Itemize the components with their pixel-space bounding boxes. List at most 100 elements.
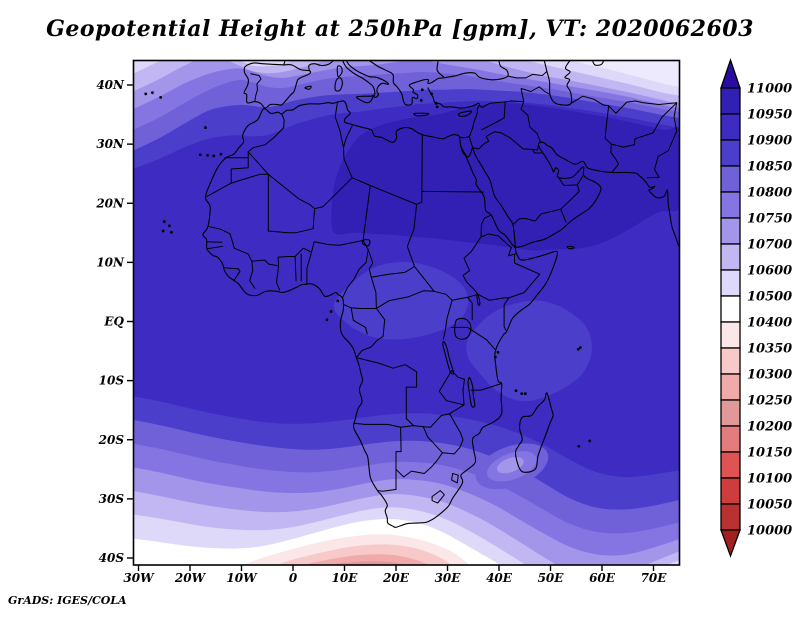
x-axis: 30W 20W 10W 0 10E 20E 30E 40E 50E 60E 70E — [123, 565, 667, 585]
colorbar-tick-label: 10050 — [747, 498, 792, 513]
colorbar-segment — [720, 399, 741, 427]
y-tick-label: 40N — [96, 78, 125, 92]
country-border — [355, 357, 418, 427]
colorbar-segment — [720, 269, 741, 297]
country-border — [362, 185, 371, 241]
country-border — [472, 131, 502, 150]
country-border — [251, 259, 280, 267]
country-border — [477, 293, 510, 301]
country-border — [467, 326, 496, 350]
colorbar: 11000 10950 10900 10850 10800 10750 10700 10600… — [720, 57, 792, 558]
country-border — [608, 100, 678, 114]
country-border — [481, 101, 506, 131]
x-tick-label: 10W — [226, 571, 258, 585]
colorbar-segment — [720, 503, 741, 531]
island-outline — [356, 94, 374, 104]
small-island-dot — [144, 92, 148, 96]
contour-fills — [133, 60, 680, 565]
country-border — [206, 245, 223, 250]
small-island-dot — [198, 153, 202, 157]
country-border — [468, 135, 474, 149]
small-island-dot — [419, 98, 423, 102]
colorbar-segment — [720, 113, 741, 141]
italy-coastline — [341, 60, 389, 99]
country-border — [267, 173, 353, 210]
country-border — [395, 426, 402, 490]
madagascar-coastline — [514, 392, 554, 473]
country-border — [449, 378, 465, 415]
country-border — [250, 73, 262, 103]
france-atlantic-coast — [283, 60, 286, 66]
colorbar-tick-label: 10350 — [747, 342, 792, 357]
country-border — [247, 113, 285, 153]
country-border — [558, 177, 578, 186]
small-island-dot — [523, 392, 527, 396]
colorbar-segment — [720, 165, 741, 193]
country-border — [416, 201, 423, 205]
country-border — [441, 452, 455, 455]
small-island-dot — [493, 355, 497, 359]
colorbar-segment — [720, 321, 741, 349]
island-outline — [336, 65, 343, 78]
small-island-dot — [170, 230, 173, 234]
country-border — [367, 248, 374, 278]
colorbar-arrow-top — [720, 57, 741, 89]
x-tick-label: 30W — [123, 571, 155, 585]
country-border — [422, 426, 443, 454]
small-island-dot — [588, 439, 592, 443]
country-border — [339, 130, 353, 179]
colorbar-tick-label: 10750 — [747, 212, 792, 227]
country-border — [224, 267, 239, 270]
x-tick-label: 30E — [435, 571, 462, 585]
colorbar-segment — [720, 295, 741, 323]
coastlines-and-borders — [144, 60, 680, 528]
y-tick-label: 20S — [98, 433, 125, 447]
small-island-dot — [151, 91, 154, 95]
x-tick-label: 0 — [289, 571, 298, 585]
colorbar-tick-label: 10800 — [747, 186, 792, 201]
colorbar-segment — [720, 191, 741, 219]
africa-coastline — [202, 100, 559, 528]
colorbar-tick-label: 10100 — [747, 472, 792, 487]
country-border — [532, 148, 542, 154]
small-island-dot — [577, 444, 581, 448]
country-border — [311, 240, 364, 253]
country-border — [414, 266, 435, 292]
colorbar-arrow-bottom — [720, 529, 741, 558]
small-island-dot — [430, 92, 433, 96]
island-outline — [334, 77, 343, 92]
country-border — [370, 276, 377, 309]
island-outline — [457, 110, 473, 117]
small-island-dot — [496, 350, 500, 354]
small-island-dot — [514, 389, 518, 393]
small-island-dot — [204, 126, 207, 129]
small-island-dot — [329, 310, 333, 313]
small-island-dot — [576, 347, 580, 351]
country-border — [560, 184, 580, 210]
y-tick-label: 20N — [95, 196, 125, 210]
country-border — [343, 125, 353, 149]
x-tick-label: 10E — [332, 571, 359, 585]
colorbar-segment — [720, 347, 741, 375]
country-border — [276, 265, 281, 291]
country-border — [508, 273, 541, 299]
colorbar-segment — [720, 477, 741, 505]
country-border — [478, 100, 525, 108]
small-island-dot — [212, 154, 216, 158]
country-border — [353, 422, 424, 428]
country-border — [306, 251, 312, 285]
island-outline — [304, 85, 312, 90]
colorbar-tick-label: 10300 — [747, 368, 792, 383]
country-border — [451, 473, 459, 484]
lake-outline — [592, 60, 605, 66]
country-border — [451, 370, 465, 380]
country-border — [610, 102, 678, 148]
colorbar-tick-label: 10000 — [747, 524, 792, 539]
country-border — [570, 95, 610, 107]
y-tick-label: 30N — [96, 137, 125, 151]
colorbar-segment — [720, 451, 741, 479]
country-border — [249, 260, 256, 289]
x-tick-label: 40E — [486, 571, 513, 585]
country-border — [406, 203, 418, 267]
